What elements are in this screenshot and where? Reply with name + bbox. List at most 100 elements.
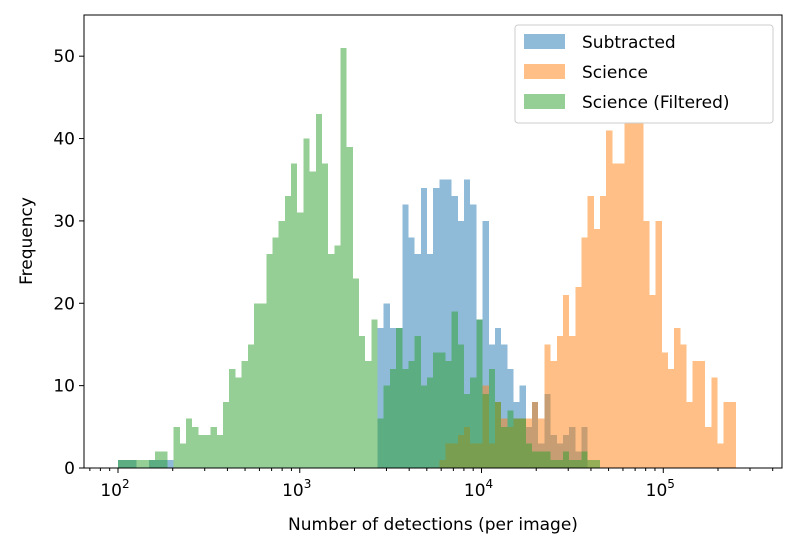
histogram-bar (600, 196, 607, 468)
legend-swatch (524, 34, 565, 49)
histogram-bar (155, 451, 162, 468)
histogram-bar (408, 237, 415, 468)
histogram-bar (198, 435, 205, 468)
histogram-bar (470, 204, 477, 468)
histogram-bar (130, 459, 137, 468)
histogram-bar (593, 229, 601, 468)
histogram-bar (470, 377, 477, 468)
x-axis-label: Number of detections (per image) (288, 515, 578, 535)
histogram-bar (501, 344, 508, 468)
histogram-bar (118, 459, 125, 468)
histogram-bar (420, 187, 427, 469)
histogram-bar (513, 418, 520, 468)
x-tick-label: 102 (100, 477, 129, 501)
histogram-bar (532, 402, 539, 468)
histogram-bar (544, 451, 551, 468)
histogram-bar (457, 220, 465, 468)
histogram-bar (451, 311, 458, 468)
histogram-bar (439, 352, 446, 468)
histogram-bar (525, 418, 533, 468)
histogram-bar (717, 443, 724, 468)
y-tick-label: 30 (53, 212, 75, 232)
y-axis: 0 10 20 30 40 50 (53, 47, 84, 479)
histogram-bar (575, 459, 582, 468)
histogram-bar (482, 393, 489, 468)
histogram-bar (253, 303, 261, 468)
histogram-bar (649, 295, 656, 468)
histogram-bar (272, 237, 279, 468)
x-tick-label: 104 (464, 477, 493, 501)
histogram-bar (167, 459, 174, 468)
histogram-bar (550, 459, 557, 468)
histogram-bar (519, 418, 526, 468)
histogram-bar (501, 426, 508, 468)
histogram-bar (420, 385, 427, 468)
x-tick-label: 103 (282, 477, 311, 501)
histogram-bar (494, 327, 502, 468)
histogram-bar (723, 402, 730, 468)
histogram-bar (569, 459, 576, 468)
histogram-bar (587, 196, 594, 468)
y-axis-label: Frequency (17, 197, 37, 285)
x-tick-label: 105 (646, 477, 675, 501)
histogram-bar (426, 253, 434, 468)
legend-swatch (524, 64, 565, 79)
histogram-bar (433, 352, 440, 468)
histogram-bar (402, 369, 409, 468)
histogram-bar (630, 122, 638, 468)
legend-label: Science (582, 63, 648, 83)
histogram-bar (680, 344, 687, 468)
histogram-bar (457, 344, 465, 468)
histogram-bar (315, 113, 322, 468)
histogram-bar (612, 163, 619, 468)
histogram-bar (686, 402, 693, 468)
histogram-bar (532, 451, 539, 468)
histogram-bar (655, 220, 662, 468)
histogram-bar (575, 286, 582, 468)
histogram-bar (433, 187, 440, 469)
histogram-bar (241, 360, 248, 468)
histogram-bar (229, 369, 236, 468)
histogram-bar (538, 451, 545, 468)
histogram-bar (488, 369, 495, 468)
histogram-bar (705, 426, 712, 468)
histogram-bar (136, 459, 143, 468)
histogram-bar (216, 435, 224, 468)
histogram-bar (185, 418, 193, 468)
histogram-bar (142, 459, 149, 468)
legend-swatch (524, 94, 565, 109)
histogram-bar (340, 47, 347, 468)
plot-frame (83, 14, 783, 469)
histogram-bar (538, 418, 545, 468)
y-tick-label: 20 (53, 294, 75, 314)
histogram-bar (402, 204, 409, 468)
histogram-bar (587, 459, 594, 468)
histogram-bar (624, 97, 631, 468)
histogram-bar (309, 171, 316, 468)
histogram-bar (643, 220, 650, 468)
histogram-bar (359, 336, 366, 468)
legend-label: Subtracted (582, 33, 676, 53)
histogram-bar (556, 336, 563, 468)
histogram-bar (192, 426, 199, 468)
histogram-bar (445, 179, 452, 468)
histogram-bar (247, 344, 254, 468)
histogram-bar (124, 459, 131, 468)
histogram-bar (482, 220, 489, 468)
histogram-bar (173, 426, 180, 468)
histogram-bar (569, 336, 576, 468)
histogram-bar (396, 327, 403, 468)
histogram-bar (426, 377, 434, 468)
histogram-bar (414, 336, 421, 468)
legend: Subtracted Science Science (Filtered) (514, 24, 774, 124)
y-tick-label: 10 (53, 377, 75, 397)
histogram-bar (389, 369, 397, 468)
histogram-bar (711, 377, 718, 468)
histogram-bar (581, 237, 588, 468)
histogram-bar (494, 402, 502, 468)
y-tick-label: 50 (53, 47, 75, 67)
histogram-bar (352, 278, 360, 468)
histogram-bar (377, 327, 384, 468)
y-tick-label: 0 (64, 459, 75, 479)
